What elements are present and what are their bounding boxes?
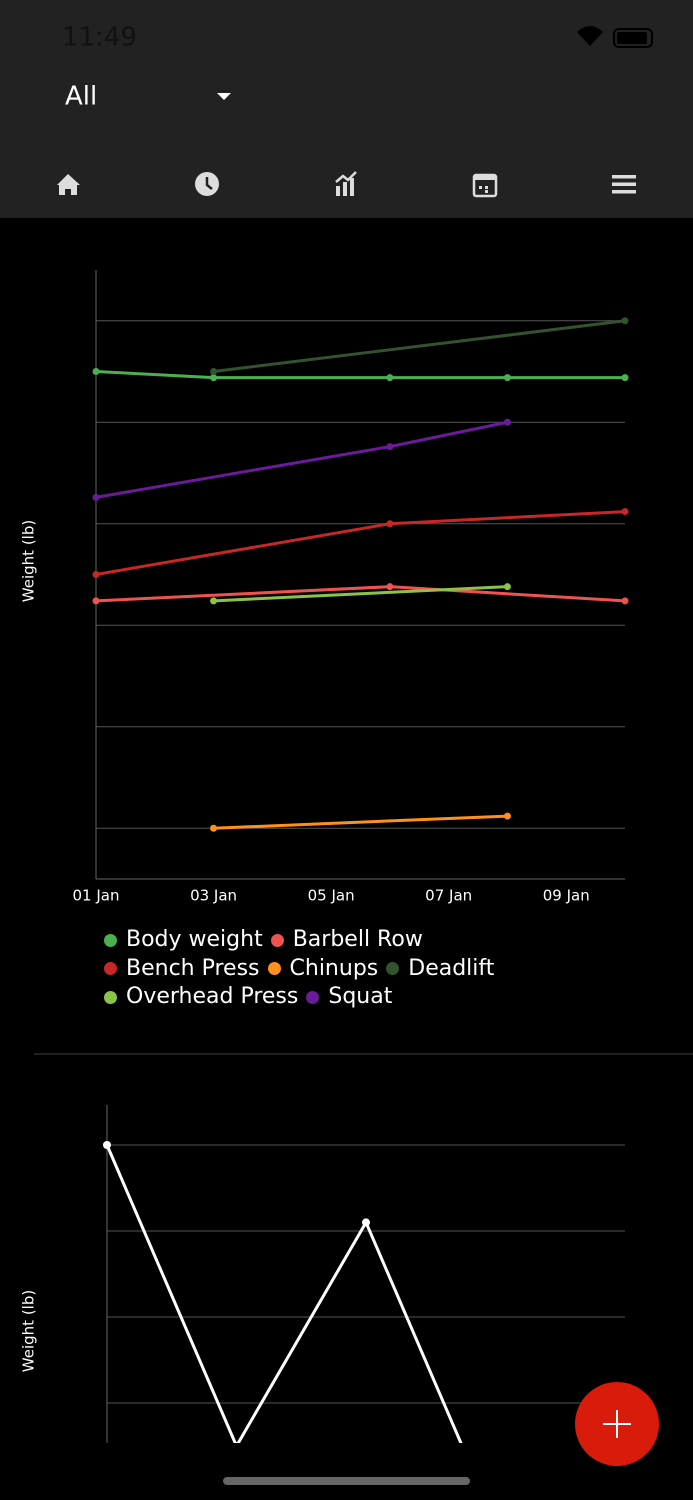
data-point <box>621 374 629 382</box>
status-icons <box>577 26 653 48</box>
x-tick-label: 05 Jan <box>308 887 355 905</box>
data-point <box>92 571 100 578</box>
data-point <box>210 368 218 375</box>
series-line <box>105 1144 463 1443</box>
nav-history[interactable] <box>195 172 219 196</box>
series-line <box>213 585 508 603</box>
legend: Body weight Barbell Row Bench Press Chinups… <box>104 926 544 1012</box>
legend-label: Bench Press <box>126 955 260 981</box>
nav-charts[interactable] <box>335 171 357 196</box>
nav-calendar[interactable] <box>472 173 498 198</box>
plot: 01 Jan 03 Jan 05 Jan 07 Jan 09 Jan <box>73 270 629 905</box>
data-point <box>503 418 511 426</box>
x-tick-label: 09 Jan <box>543 887 590 905</box>
data-point <box>92 597 100 605</box>
legend-dot <box>104 962 117 976</box>
legend-item[interactable]: Barbell Row <box>270 926 423 955</box>
legend-item[interactable]: Squat <box>306 983 392 1012</box>
legend-label: Barbell Row <box>292 927 423 952</box>
legend-item[interactable]: Body weight <box>104 926 263 955</box>
series-line <box>213 814 508 830</box>
y-axis-label: Weight (lb) <box>20 1290 38 1372</box>
data-point <box>386 583 394 591</box>
series-line <box>95 420 508 499</box>
legend-item[interactable]: Chinups <box>267 955 379 984</box>
legend-label: Body weight <box>126 927 263 952</box>
legend-item[interactable]: Deadlift <box>386 955 494 984</box>
data-point <box>210 597 218 605</box>
legend-label: Overhead Press <box>126 984 299 1009</box>
data-point <box>362 1218 370 1227</box>
data-point <box>621 597 629 605</box>
data-point <box>386 520 394 528</box>
legend-label: Chinups <box>289 955 379 981</box>
x-tick-label: 07 Jan <box>425 887 472 905</box>
plot <box>103 1105 625 1443</box>
status-time: 11:49 <box>62 23 137 53</box>
legend-dot <box>386 962 400 976</box>
legend-dot <box>306 990 320 1004</box>
nav-menu[interactable] <box>612 175 636 194</box>
legend-label: Squat <box>328 984 393 1009</box>
legend-dot <box>267 962 281 976</box>
legend-item[interactable]: Overhead Press <box>104 983 298 1012</box>
x-tick-label: 01 Jan <box>73 887 120 905</box>
data-point <box>503 374 511 382</box>
series-line <box>213 319 626 373</box>
filter-select[interactable]: All <box>65 82 97 112</box>
y-axis-label: Weight (lb) <box>20 520 38 602</box>
series-line <box>95 510 626 576</box>
data-point <box>92 368 100 375</box>
legend-label: Deadlift <box>408 955 495 981</box>
data-point <box>233 1442 240 1443</box>
data-point <box>210 824 218 832</box>
data-point <box>210 374 218 382</box>
x-tick-label: 03 Jan <box>190 887 237 905</box>
data-point <box>103 1141 111 1149</box>
legend-dot <box>104 990 117 1004</box>
legend-dot <box>104 933 117 947</box>
data-point <box>386 443 394 451</box>
series-line <box>95 370 625 380</box>
legend-dot <box>270 933 284 947</box>
data-point <box>621 508 629 516</box>
data-point <box>92 493 100 501</box>
nav-bar <box>57 171 636 198</box>
dropdown-arrow[interactable] <box>217 93 231 100</box>
header <box>0 0 693 218</box>
nav-home[interactable] <box>57 174 80 195</box>
data-point <box>503 583 511 591</box>
home-indicator <box>223 1477 470 1485</box>
add-icon <box>603 1410 631 1438</box>
data-point <box>503 812 511 820</box>
legend-item[interactable]: Bench Press <box>104 955 260 984</box>
data-point <box>621 317 629 325</box>
data-point <box>386 374 394 382</box>
